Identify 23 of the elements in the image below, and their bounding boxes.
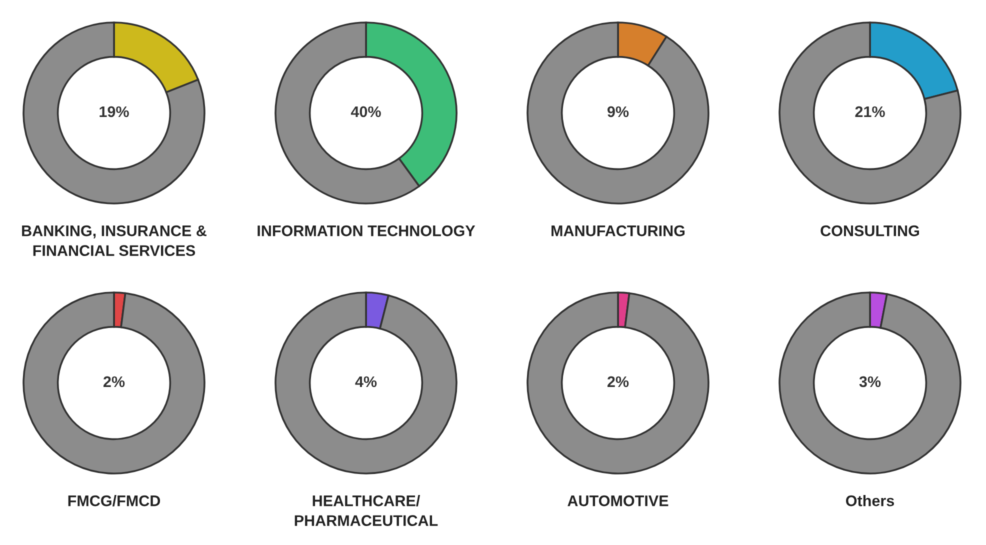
donut-slice [778, 22, 962, 204]
data-label: 21% [855, 106, 885, 118]
text: FMCG/FMCD [68, 495, 160, 506]
donut-slice [778, 292, 962, 474]
text: MANUFACTURING [552, 225, 685, 236]
text: AUTOMOTIVE [568, 495, 668, 506]
donut-slice [526, 292, 710, 474]
donut-slice [274, 292, 458, 474]
text: BANKING, INSURANCE & FINANCIAL SERVICES [22, 225, 206, 256]
text: CONSULTING [820, 225, 919, 236]
donut-slice [22, 22, 206, 204]
data-label: 2% [103, 376, 125, 388]
text: HEALTHCARE/ PHARMACEUTICAL [294, 495, 438, 526]
data-label: 19% [100, 106, 129, 118]
donut-slice [526, 22, 710, 204]
data-label: 2% [607, 376, 629, 388]
data-label: 40% [350, 106, 381, 118]
text: Others [846, 495, 894, 506]
data-label: 3% [859, 376, 881, 388]
data-label: 4% [355, 376, 377, 388]
text: INFORMATION TECHNOLOGY [258, 225, 476, 236]
donut-slice [22, 292, 206, 474]
data-label: 9% [607, 106, 629, 118]
